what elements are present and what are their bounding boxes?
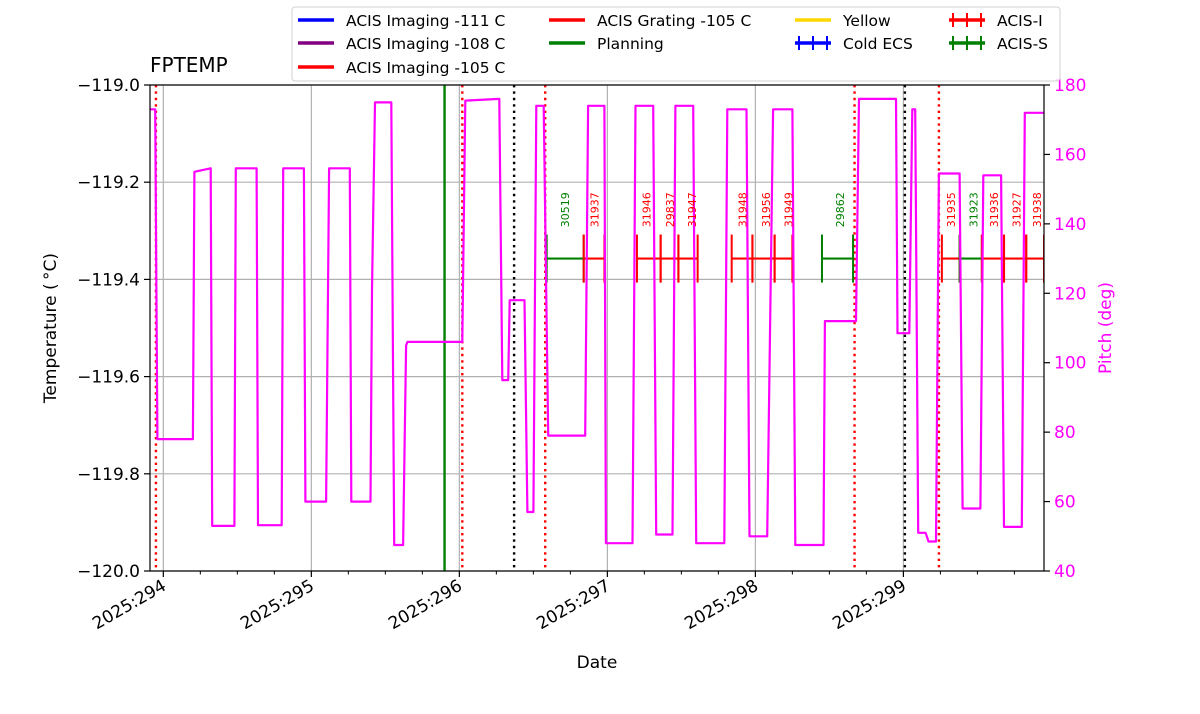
obs-label-31927: 31927 <box>1010 192 1023 227</box>
obs-label-31936: 31936 <box>988 192 1001 227</box>
legend-box <box>291 6 1061 82</box>
y-tick-label-2: −119.6 <box>77 368 140 388</box>
y-tick-label-5: −119.0 <box>77 76 140 96</box>
obs-label-31947: 31947 <box>686 192 699 227</box>
y-tick-label-0: −120.0 <box>77 562 140 582</box>
x-tick-label-0: 2025:294 <box>89 576 170 634</box>
legend-label-4: Planning <box>597 35 664 53</box>
y2-tick-label-5: 140 <box>1054 215 1086 235</box>
y2-tick-label-4: 120 <box>1054 284 1086 304</box>
legend-label-0: ACIS Imaging -111 C <box>346 12 505 30</box>
y2-tick-label-1: 60 <box>1054 493 1076 513</box>
obs-label-31956: 31956 <box>760 192 773 227</box>
obs-label-31937: 31937 <box>589 192 602 227</box>
observation-labels: 30519 31937 31946 29837 31947 31948 31956 31949… <box>559 192 1044 227</box>
y2-tick-label-7: 180 <box>1054 76 1086 96</box>
y2-tick-label-2: 80 <box>1054 423 1076 443</box>
legend-label-5: Cold ECS <box>843 35 913 53</box>
legend-label-3: ACIS Grating -105 C <box>597 12 751 30</box>
obs-label-31935: 31935 <box>945 192 958 227</box>
event-lines <box>154 85 941 571</box>
obs-label-31948: 31948 <box>737 192 750 227</box>
obs-label-29862: 29862 <box>834 192 847 227</box>
obs-label-29837: 29837 <box>664 192 677 227</box>
pitch-line <box>150 97 1044 547</box>
x-tick-label-5: 2025:299 <box>829 576 910 634</box>
y-tick-label-4: −119.2 <box>77 173 140 193</box>
y-axis-right: 40 60 80 100 120 140 160 180 <box>1044 76 1086 582</box>
pitch-series <box>150 97 1044 547</box>
x-axis: 2025:294 2025:295 2025:296 2025:297 2025:298… <box>89 571 1015 634</box>
legend-label-2: ACIS Imaging -105 C <box>346 59 505 77</box>
observation-bars <box>545 234 1044 283</box>
y2-tick-label-3: 100 <box>1054 354 1086 374</box>
obs-label-31923: 31923 <box>967 192 980 227</box>
y-axis-left: −120.0 −119.8 −119.6 −119.4 −119.2 −119.0 <box>77 76 150 582</box>
y2-tick-label-6: 160 <box>1054 145 1086 165</box>
y-tick-label-3: −119.4 <box>77 270 140 290</box>
x-axis-label: Date <box>577 653 618 673</box>
legend-label-6: Yellow <box>842 12 891 30</box>
legend-label-7: ACIS-I <box>997 12 1043 30</box>
x-tick-label-3: 2025:297 <box>533 576 614 634</box>
y-tick-label-1: −119.8 <box>77 465 140 485</box>
x-tick-label-2: 2025:296 <box>385 576 466 634</box>
y2-axis-label: Pitch (deg) <box>1096 282 1116 374</box>
obs-label-30519: 30519 <box>559 192 572 227</box>
y2-tick-label-0: 40 <box>1054 562 1076 582</box>
x-tick-label-4: 2025:298 <box>681 576 762 634</box>
obs-label-31946: 31946 <box>640 192 653 227</box>
legend-label-1: ACIS Imaging -108 C <box>346 35 505 53</box>
chart-title: FPTEMP <box>150 53 228 77</box>
legend-label-8: ACIS-S <box>997 35 1048 53</box>
legend: ACIS Imaging -111 C ACIS Imaging -108 C AC… <box>291 6 1061 82</box>
y-axis-label: Temperature ( °C) <box>41 253 61 404</box>
x-tick-label-1: 2025:295 <box>237 576 318 634</box>
obs-label-31938: 31938 <box>1031 192 1044 227</box>
obs-label-31949: 31949 <box>782 192 795 227</box>
plot-frame <box>149 84 1045 572</box>
